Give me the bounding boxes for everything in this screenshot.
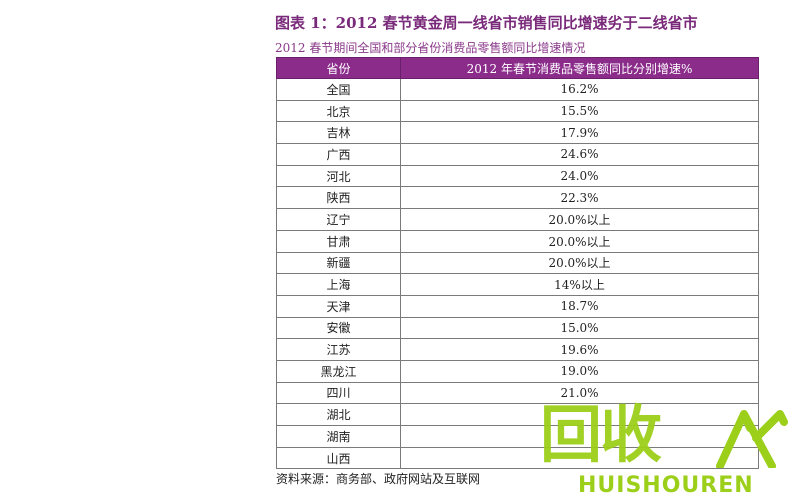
- table-row: 新疆 20.0%以上: [276, 251, 759, 275]
- cell-growth-rate: 20.0%以上: [400, 208, 759, 231]
- table-row: 甘肃 20.0%以上: [276, 229, 759, 253]
- table-row: 四川 21.0%: [276, 381, 759, 405]
- cell-province: 河北: [276, 164, 401, 188]
- figure-subtitle: 2012 春节期间全国和部分省份消费品零售额同比增速情况: [275, 41, 586, 55]
- table-row: 广西 24.6%: [276, 143, 759, 166]
- source-note: 资料来源：商务部、政府网站及互联网: [276, 472, 481, 486]
- cell-growth-rate: 14%以上: [400, 273, 759, 296]
- cell-growth-rate: 19.6%: [400, 338, 759, 361]
- cell-province: 山西: [276, 446, 401, 470]
- header-province: 省份: [276, 57, 401, 79]
- cell-growth-rate: 15.0%: [400, 316, 759, 340]
- cell-growth-rate: 24.0%: [400, 164, 759, 188]
- table-row: 河北 24.0%: [276, 164, 759, 188]
- cell-province: 黑龙江: [276, 359, 401, 383]
- cell-province: 陕西: [276, 186, 401, 210]
- table-row: 北京 15.5%: [276, 99, 759, 123]
- cell-growth-rate: [400, 425, 759, 448]
- cell-province: 辽宁: [276, 208, 401, 231]
- cell-province: 四川: [276, 381, 401, 405]
- table-row: 江苏 19.6%: [276, 338, 759, 361]
- cell-province: 全国: [276, 78, 401, 101]
- table-row: 湖南: [276, 425, 759, 448]
- cell-growth-rate: 15.5%: [400, 99, 759, 123]
- cell-province: 广西: [276, 143, 401, 166]
- header-growth-rate: 2012 年春节消费品零售额同比分别增速%: [400, 57, 759, 79]
- cell-growth-rate: 19.0%: [400, 359, 759, 383]
- cell-growth-rate: 21.0%: [400, 381, 759, 405]
- cell-growth-rate: 17.9%: [400, 121, 759, 145]
- table-row: 山西: [276, 446, 759, 470]
- table-row: 辽宁 20.0%以上: [276, 208, 759, 231]
- cell-province: 新疆: [276, 251, 401, 275]
- cell-growth-rate: 16.2%: [400, 78, 759, 101]
- cell-growth-rate: 22.3%: [400, 186, 759, 210]
- table-row: 吉林 17.9%: [276, 121, 759, 145]
- cell-province: 江苏: [276, 338, 401, 361]
- table-row: 全国 16.2%: [276, 78, 759, 101]
- cell-province: 安徽: [276, 316, 401, 340]
- cell-province: 上海: [276, 273, 401, 296]
- table-row: 上海 14%以上: [276, 273, 759, 296]
- cell-province: 甘肃: [276, 229, 401, 253]
- table-row: 湖北: [276, 403, 759, 426]
- table-row: 天津 18.7%: [276, 294, 759, 318]
- table-row: 陕西 22.3%: [276, 186, 759, 210]
- table-row: 安徽 15.0%: [276, 316, 759, 340]
- cell-growth-rate: 24.6%: [400, 143, 759, 166]
- table-row: 黑龙江 19.0%: [276, 359, 759, 383]
- cell-growth-rate: [400, 403, 759, 426]
- cell-province: 吉林: [276, 121, 401, 145]
- cell-province: 湖南: [276, 425, 401, 448]
- cell-growth-rate: [400, 446, 759, 470]
- table-header-row: 省份 2012 年春节消费品零售额同比分别增速%: [276, 57, 759, 79]
- cell-growth-rate: 20.0%以上: [400, 251, 759, 275]
- cell-province: 北京: [276, 99, 401, 123]
- watermark-bottom-text: HUISHOUREN: [578, 473, 754, 498]
- cell-province: 天津: [276, 294, 401, 318]
- sales-growth-table: 省份 2012 年春节消费品零售额同比分别增速% 全国 16.2% 北京 15.5% 吉…: [276, 57, 759, 470]
- cell-growth-rate: 20.0%以上: [400, 229, 759, 253]
- figure-title: 图表 1：2012 春节黄金周一线省市销售同比增速劣于二线省市: [275, 14, 698, 32]
- cell-province: 湖北: [276, 403, 401, 426]
- cell-growth-rate: 18.7%: [400, 294, 759, 318]
